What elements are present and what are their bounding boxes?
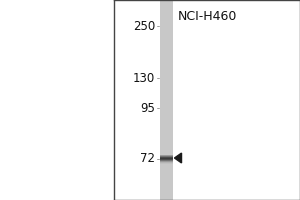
Bar xyxy=(160,155,172,156)
Bar xyxy=(160,158,172,159)
Text: 130: 130 xyxy=(133,72,155,84)
Text: 72: 72 xyxy=(140,152,155,166)
Text: NCI-H460: NCI-H460 xyxy=(177,10,237,23)
Bar xyxy=(160,154,172,155)
Bar xyxy=(160,0,172,200)
Bar xyxy=(160,163,172,164)
Bar xyxy=(160,157,172,158)
Bar xyxy=(160,156,172,157)
Bar xyxy=(160,161,172,162)
Polygon shape xyxy=(175,153,182,163)
Bar xyxy=(160,160,172,161)
Text: 250: 250 xyxy=(133,20,155,32)
Bar xyxy=(160,162,172,163)
Text: 95: 95 xyxy=(140,102,155,114)
Bar xyxy=(160,159,172,160)
